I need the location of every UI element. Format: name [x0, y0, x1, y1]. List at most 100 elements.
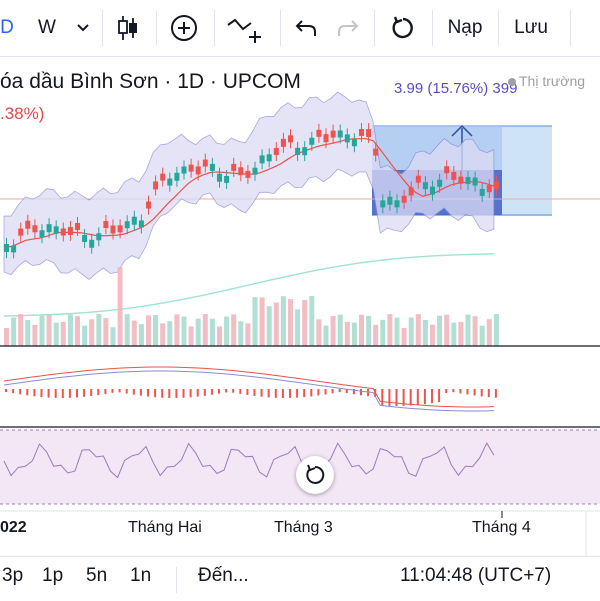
candle	[458, 176, 464, 184]
candle	[110, 225, 116, 234]
candle	[188, 164, 194, 172]
macd-histogram-bar	[487, 389, 490, 398]
reset-chart-button[interactable]	[296, 456, 334, 494]
macd-histogram-bar	[147, 389, 149, 397]
macd-histogram-bar	[118, 389, 121, 393]
x-axis-label: 022	[0, 519, 27, 536]
volume-bar	[302, 300, 308, 346]
candle	[18, 228, 24, 236]
macd-histogram-bar	[182, 389, 185, 398]
volume-bar	[344, 321, 350, 346]
candle	[302, 147, 308, 156]
volume-bar	[238, 321, 244, 346]
macd-histogram-bar	[331, 389, 334, 394]
candle	[25, 220, 31, 229]
volume-bar	[380, 319, 386, 346]
volume-bar	[39, 315, 45, 346]
candle	[181, 166, 187, 174]
candle	[380, 200, 386, 208]
volume-bar	[53, 322, 59, 346]
volume-bar	[25, 319, 31, 346]
candle	[444, 166, 450, 174]
candle	[401, 195, 407, 203]
macd-histogram-bar	[352, 389, 355, 395]
macd-histogram-bar	[168, 389, 171, 398]
candle	[359, 128, 364, 136]
volume-bar	[280, 296, 286, 346]
interval-d-button[interactable]: D	[0, 0, 22, 56]
macd-histogram-bar	[289, 389, 291, 398]
volume-bar	[323, 325, 329, 346]
candle	[479, 188, 485, 196]
volume-bar	[46, 314, 52, 346]
candle	[124, 221, 130, 229]
macd-histogram-bar	[161, 389, 164, 398]
volume-bar	[366, 315, 372, 346]
volume-bar	[337, 314, 343, 346]
symbol-title[interactable]: óa dầu Bình Sơn · 1D · UPCOM	[0, 70, 301, 93]
volume-bar	[224, 316, 230, 346]
macd-histogram-bar	[203, 389, 206, 396]
macd-histogram-bar	[253, 389, 256, 396]
volume-bar	[153, 315, 159, 346]
timeframe-1n-button[interactable]: 1n	[130, 565, 152, 586]
volume-bar	[174, 314, 180, 346]
macd-histogram-bar	[310, 389, 313, 397]
x-axis-label: Tháng Hai	[128, 519, 202, 536]
goto-date-button[interactable]: Đến...	[198, 565, 249, 586]
deposit-button[interactable]: Nạp	[436, 0, 494, 56]
macd-histogram-bar	[360, 389, 362, 396]
macd-signal-line	[3, 366, 494, 408]
volume-bar	[18, 314, 24, 346]
volume-bar	[124, 314, 130, 346]
candle	[465, 177, 471, 185]
timeframe-3p-button[interactable]: 3p	[2, 565, 24, 586]
volume-bar	[415, 314, 421, 346]
candle	[309, 137, 315, 145]
volume-bar	[96, 314, 102, 346]
drawing-tools-button[interactable]	[218, 0, 272, 56]
deposit-label: Nạp	[447, 17, 483, 38]
timeframe-1p-button[interactable]: 1p	[42, 565, 64, 586]
interval-w-button[interactable]: W	[30, 0, 64, 56]
volume-bar	[359, 314, 364, 346]
macd-histogram-bar	[225, 389, 228, 393]
macd-histogram-bar	[111, 389, 114, 393]
chart-type-button[interactable]	[106, 0, 150, 56]
candle	[408, 187, 414, 196]
candle	[60, 228, 66, 236]
interval-dropdown-button[interactable]	[68, 0, 98, 56]
timeframe-5n-button[interactable]: 5n	[86, 565, 108, 586]
candle	[146, 201, 151, 209]
clock-timezone[interactable]: 11:04:48 (UTC+7)	[400, 565, 552, 586]
macd-histogram-bar	[416, 389, 419, 405]
candle	[437, 179, 443, 187]
volume-bar	[316, 319, 322, 346]
macd-histogram-bar	[26, 389, 29, 396]
save-button[interactable]: Lưu	[502, 0, 560, 56]
candle	[238, 167, 244, 176]
candle	[351, 139, 357, 147]
macd-histogram-bar	[47, 389, 50, 398]
redo-button[interactable]	[328, 0, 368, 56]
volume-bar	[295, 309, 301, 346]
add-indicator-button[interactable]	[160, 0, 208, 56]
candle	[39, 230, 45, 238]
volume-bar	[394, 317, 400, 346]
macd-histogram-bar	[317, 389, 320, 396]
volume-bar	[131, 320, 137, 346]
candle	[330, 130, 336, 138]
macd-histogram-bar	[381, 389, 384, 406]
undo-button[interactable]	[286, 0, 326, 56]
volume-bar	[167, 321, 173, 346]
volume-bar	[231, 314, 237, 346]
volume-bar	[273, 302, 279, 346]
macd-histogram-bar	[189, 389, 192, 398]
candle	[4, 244, 9, 252]
macd-histogram-bar	[431, 389, 433, 404]
macd-histogram-bar	[367, 389, 370, 397]
macd-histogram-bar	[395, 389, 398, 406]
refresh-button[interactable]	[380, 0, 426, 56]
candle	[493, 181, 499, 190]
candle	[89, 239, 95, 248]
